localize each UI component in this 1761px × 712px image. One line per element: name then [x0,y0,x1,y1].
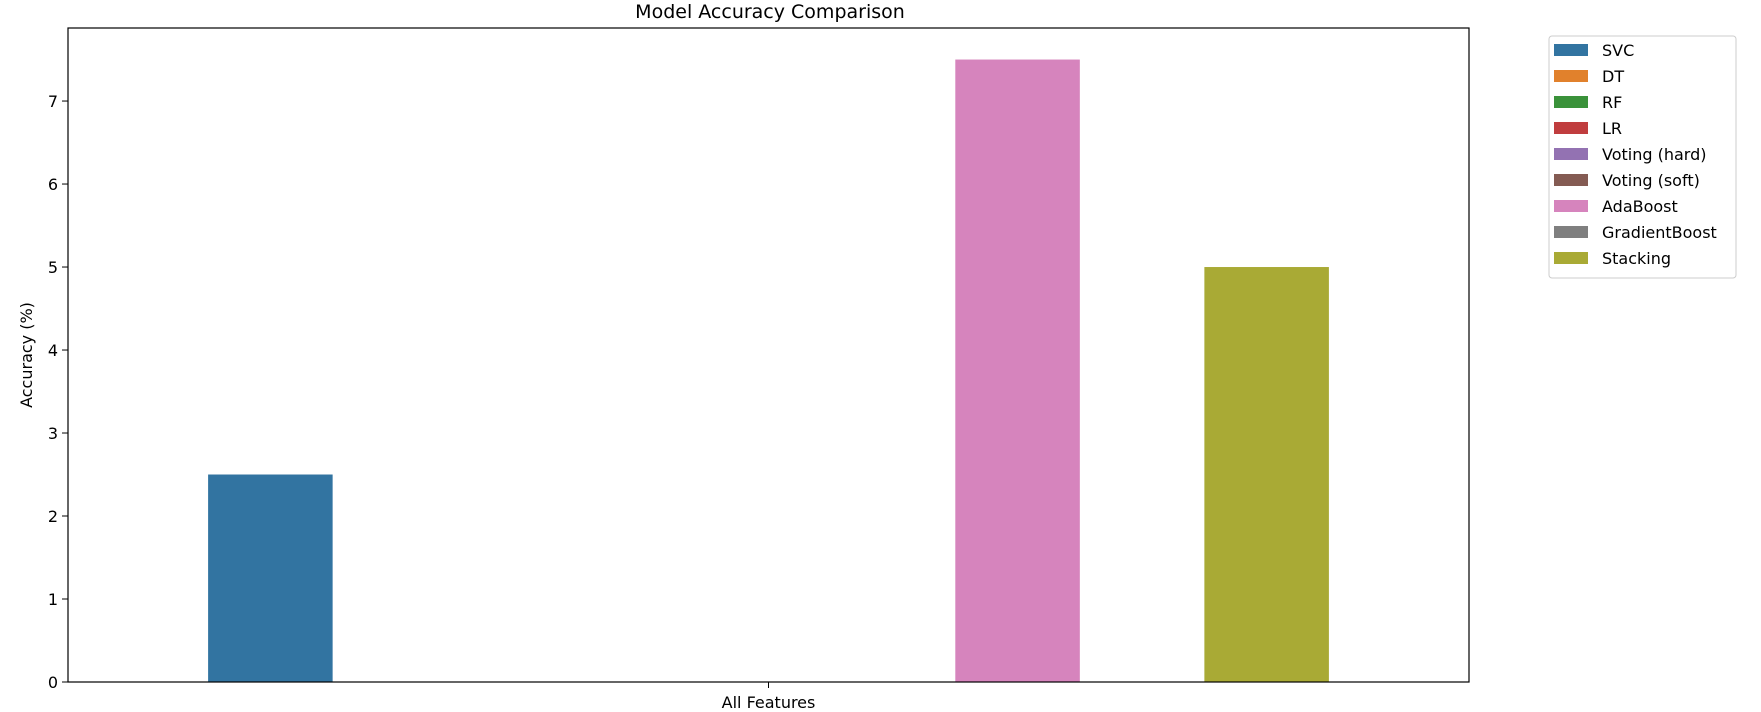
bar-adaboost [955,59,1080,683]
legend-label: AdaBoost [1602,197,1678,216]
legend-swatch [1554,200,1588,212]
legend-label: Voting (soft) [1602,171,1700,190]
y-tick-label: 0 [48,673,58,692]
legend-swatch [1554,226,1588,238]
chart-title: Model Accuracy Comparison [635,1,905,23]
legend-swatch [1554,70,1588,82]
legend-swatch [1554,44,1588,56]
legend-swatch [1554,96,1588,108]
legend-label: DT [1602,67,1624,86]
y-tick-label: 3 [48,424,58,443]
legend-label: SVC [1602,41,1634,60]
y-axis-label: Accuracy (%) [17,302,36,408]
y-axis-ticks: 0 1 2 3 4 5 6 7 [48,92,68,692]
legend-label: RF [1602,93,1622,112]
bars-group [208,59,1329,683]
bar-svc [208,474,333,682]
legend-label: LR [1602,119,1622,138]
legend: SVC DT RF LR Voting (hard) Voting (soft) AdaBo… [1548,35,1737,279]
legend-box [1548,35,1737,279]
legend-label: Voting (hard) [1602,145,1706,164]
x-axis-ticks: All Features [722,682,816,712]
legend-swatch [1554,252,1588,264]
y-tick-label: 7 [48,92,58,111]
legend-label: GradientBoost [1602,223,1717,242]
y-tick-label: 1 [48,590,58,609]
legend-swatch [1554,148,1588,160]
x-tick-label: All Features [722,693,816,712]
y-tick-label: 4 [48,341,58,360]
legend-swatch [1554,122,1588,134]
bar-stacking [1204,267,1329,682]
legend-label: Stacking [1602,249,1671,268]
legend-swatch [1554,174,1588,186]
legend-items: SVC DT RF LR Voting (hard) Voting (soft) AdaBo… [1554,41,1717,268]
y-tick-label: 6 [48,175,58,194]
y-tick-label: 5 [48,258,58,277]
y-tick-label: 2 [48,507,58,526]
